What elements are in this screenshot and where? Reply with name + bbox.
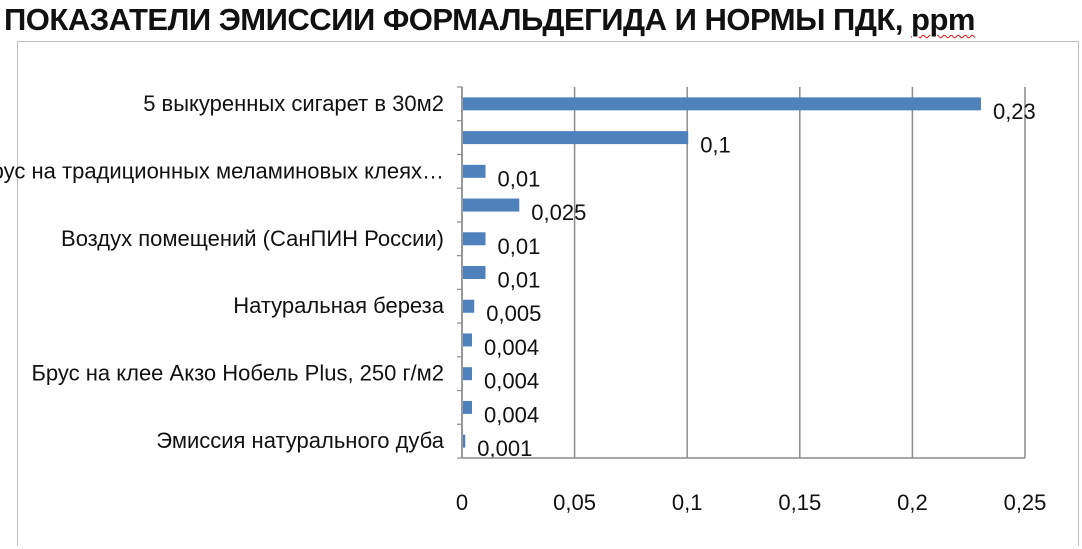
x-axis: 0 0,05 0,1 0,15 0,2 0,25 bbox=[456, 86, 1047, 515]
data-label: 0,004 bbox=[484, 335, 539, 360]
category-label: Натуральная береза bbox=[233, 293, 445, 318]
gridlines bbox=[461, 87, 1026, 458]
data-label: 0,025 bbox=[531, 200, 586, 225]
bar bbox=[463, 299, 475, 313]
data-label: 0,001 bbox=[477, 436, 532, 461]
x-tick-label: 0,15 bbox=[778, 490, 821, 515]
bar bbox=[463, 97, 981, 111]
bar bbox=[463, 232, 486, 246]
category-label: 5 выкуренных сигарет в 30м2 bbox=[143, 91, 444, 116]
bar bbox=[463, 131, 689, 145]
labels: 0,23 5 выкуренных сигарет в 30м2 0,1 0,01 Бр… bbox=[0, 91, 1036, 461]
x-tick-label: 0,05 bbox=[553, 490, 596, 515]
x-tick-label: 0,1 bbox=[672, 490, 703, 515]
bars bbox=[463, 97, 981, 448]
bar bbox=[463, 266, 486, 279]
bar bbox=[463, 333, 473, 347]
data-label: 0,1 bbox=[700, 133, 731, 158]
chart-frame bbox=[17, 41, 1079, 546]
category-label: Брус на традиционных меламиновых клеях… bbox=[0, 158, 444, 183]
bar bbox=[463, 198, 520, 212]
bar bbox=[463, 367, 473, 381]
category-label: Брус на клее Акзо Нобель Plus, 250 г/м2 bbox=[31, 361, 444, 386]
data-label: 0,004 bbox=[484, 369, 539, 394]
category-label: Воздух помещений (СанПИН России) bbox=[61, 226, 444, 251]
bar bbox=[463, 164, 486, 178]
data-label: 0,01 bbox=[498, 268, 541, 293]
data-label: 0,01 bbox=[498, 234, 541, 259]
bar bbox=[463, 434, 466, 448]
title-main: ПОКАЗАТЕЛИ ЭМИССИИ ФОРМАЛЬДЕГИДА И НОРМЫ… bbox=[4, 2, 912, 37]
data-label: 0,23 bbox=[993, 99, 1036, 124]
bar bbox=[463, 400, 473, 414]
x-tick-label: 0 bbox=[456, 490, 468, 515]
data-label: 0,01 bbox=[498, 166, 541, 191]
page-title: ПОКАЗАТЕЛИ ЭМИССИИ ФОРМАЛЬДЕГИДА И НОРМЫ… bbox=[4, 2, 975, 38]
category-label: Эмиссия натурального дуба bbox=[156, 428, 444, 453]
title-unit: ppm bbox=[911, 2, 975, 37]
data-label: 0,005 bbox=[486, 301, 541, 326]
data-label: 0,004 bbox=[484, 402, 539, 427]
x-tick-label: 0,2 bbox=[897, 490, 928, 515]
x-tick-label: 0,25 bbox=[1004, 490, 1047, 515]
